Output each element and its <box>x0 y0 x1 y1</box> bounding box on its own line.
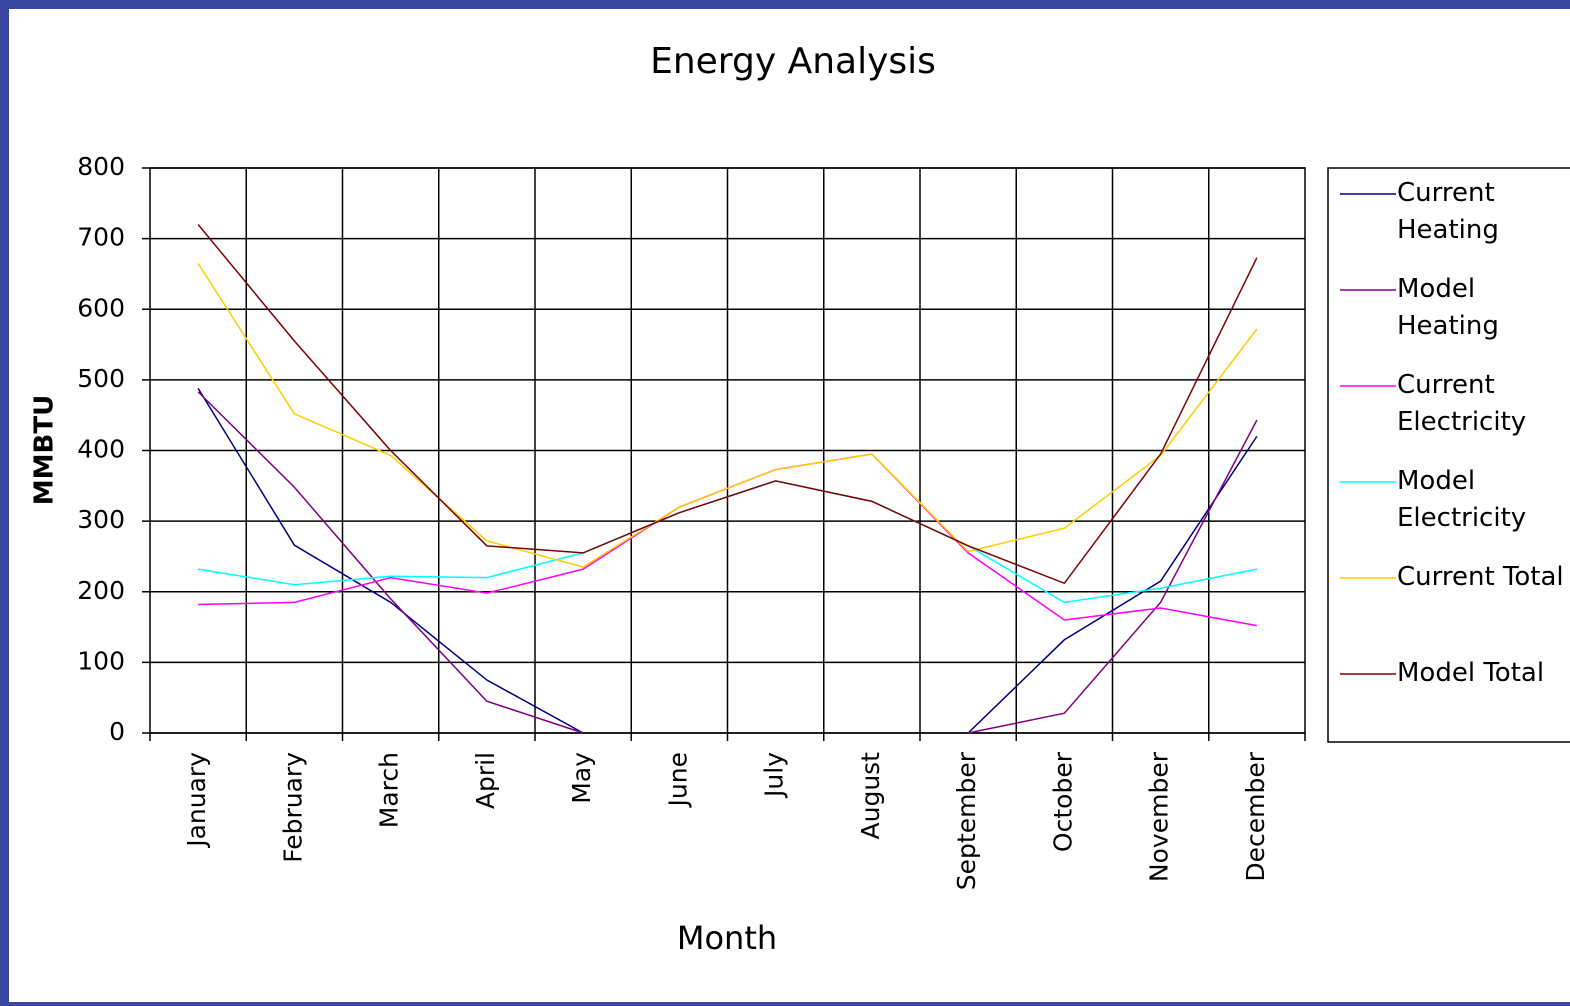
x-tick-label: December <box>1241 751 1270 881</box>
legend-label: Current Total <box>1397 562 1564 592</box>
y-tick-label: 200 <box>77 576 125 605</box>
y-tick-label: 0 <box>109 717 125 746</box>
legend-entry: Model Heating <box>1397 274 1499 341</box>
x-tick-label: April <box>471 752 500 809</box>
legend-label: Model Heating <box>1397 274 1499 341</box>
legend-entry: Current Total <box>1397 562 1564 592</box>
y-tick-label: 500 <box>77 364 125 393</box>
legend-label: Model Electricity <box>1397 466 1527 533</box>
x-axis-label: Month <box>677 919 777 957</box>
legend-box <box>1327 167 1570 743</box>
legend-entry: Model Total <box>1397 658 1545 688</box>
y-tick-label: 300 <box>77 505 125 534</box>
x-tick-label: June <box>663 752 692 808</box>
chart-frame: Energy Analysis MMBTU Month 0 100 200 300 40… <box>9 9 1570 1002</box>
x-tick-label: July <box>760 752 789 799</box>
chart-title: Energy Analysis <box>650 41 936 82</box>
series-line <box>197 224 1258 585</box>
legend-entry: Current Electricity <box>1397 370 1527 437</box>
x-tick-label: May <box>567 752 596 804</box>
x-tick-label: March <box>375 752 404 828</box>
y-tick-label: 600 <box>77 293 125 322</box>
x-tick-label: October <box>1048 751 1077 852</box>
series-line <box>197 387 1258 734</box>
series-line <box>197 391 1258 734</box>
y-tick-label: 700 <box>77 223 125 252</box>
x-tick-label: November <box>1145 751 1174 882</box>
plot-border <box>149 167 1306 734</box>
chart: Energy Analysis MMBTU Month 0 100 200 300 40… <box>30 41 1570 957</box>
legend-entry: Current Heating <box>1397 178 1499 245</box>
x-tick-label: February <box>278 752 307 863</box>
x-tick-label: September <box>952 751 981 890</box>
legend-label: Current Heating <box>1397 178 1499 245</box>
series-line <box>197 262 1258 568</box>
x-tick-label: January <box>182 752 211 849</box>
x-tick-label: August <box>856 752 885 840</box>
y-axis-label: MMBTU <box>30 395 60 505</box>
legend-label: Current Electricity <box>1397 370 1527 437</box>
y-tick-label: 100 <box>77 646 125 675</box>
y-tick-label: 800 <box>77 152 125 181</box>
legend-entry: Model Electricity <box>1397 466 1527 533</box>
legend-label: Model Total <box>1397 658 1545 688</box>
y-tick-label: 400 <box>77 435 125 464</box>
